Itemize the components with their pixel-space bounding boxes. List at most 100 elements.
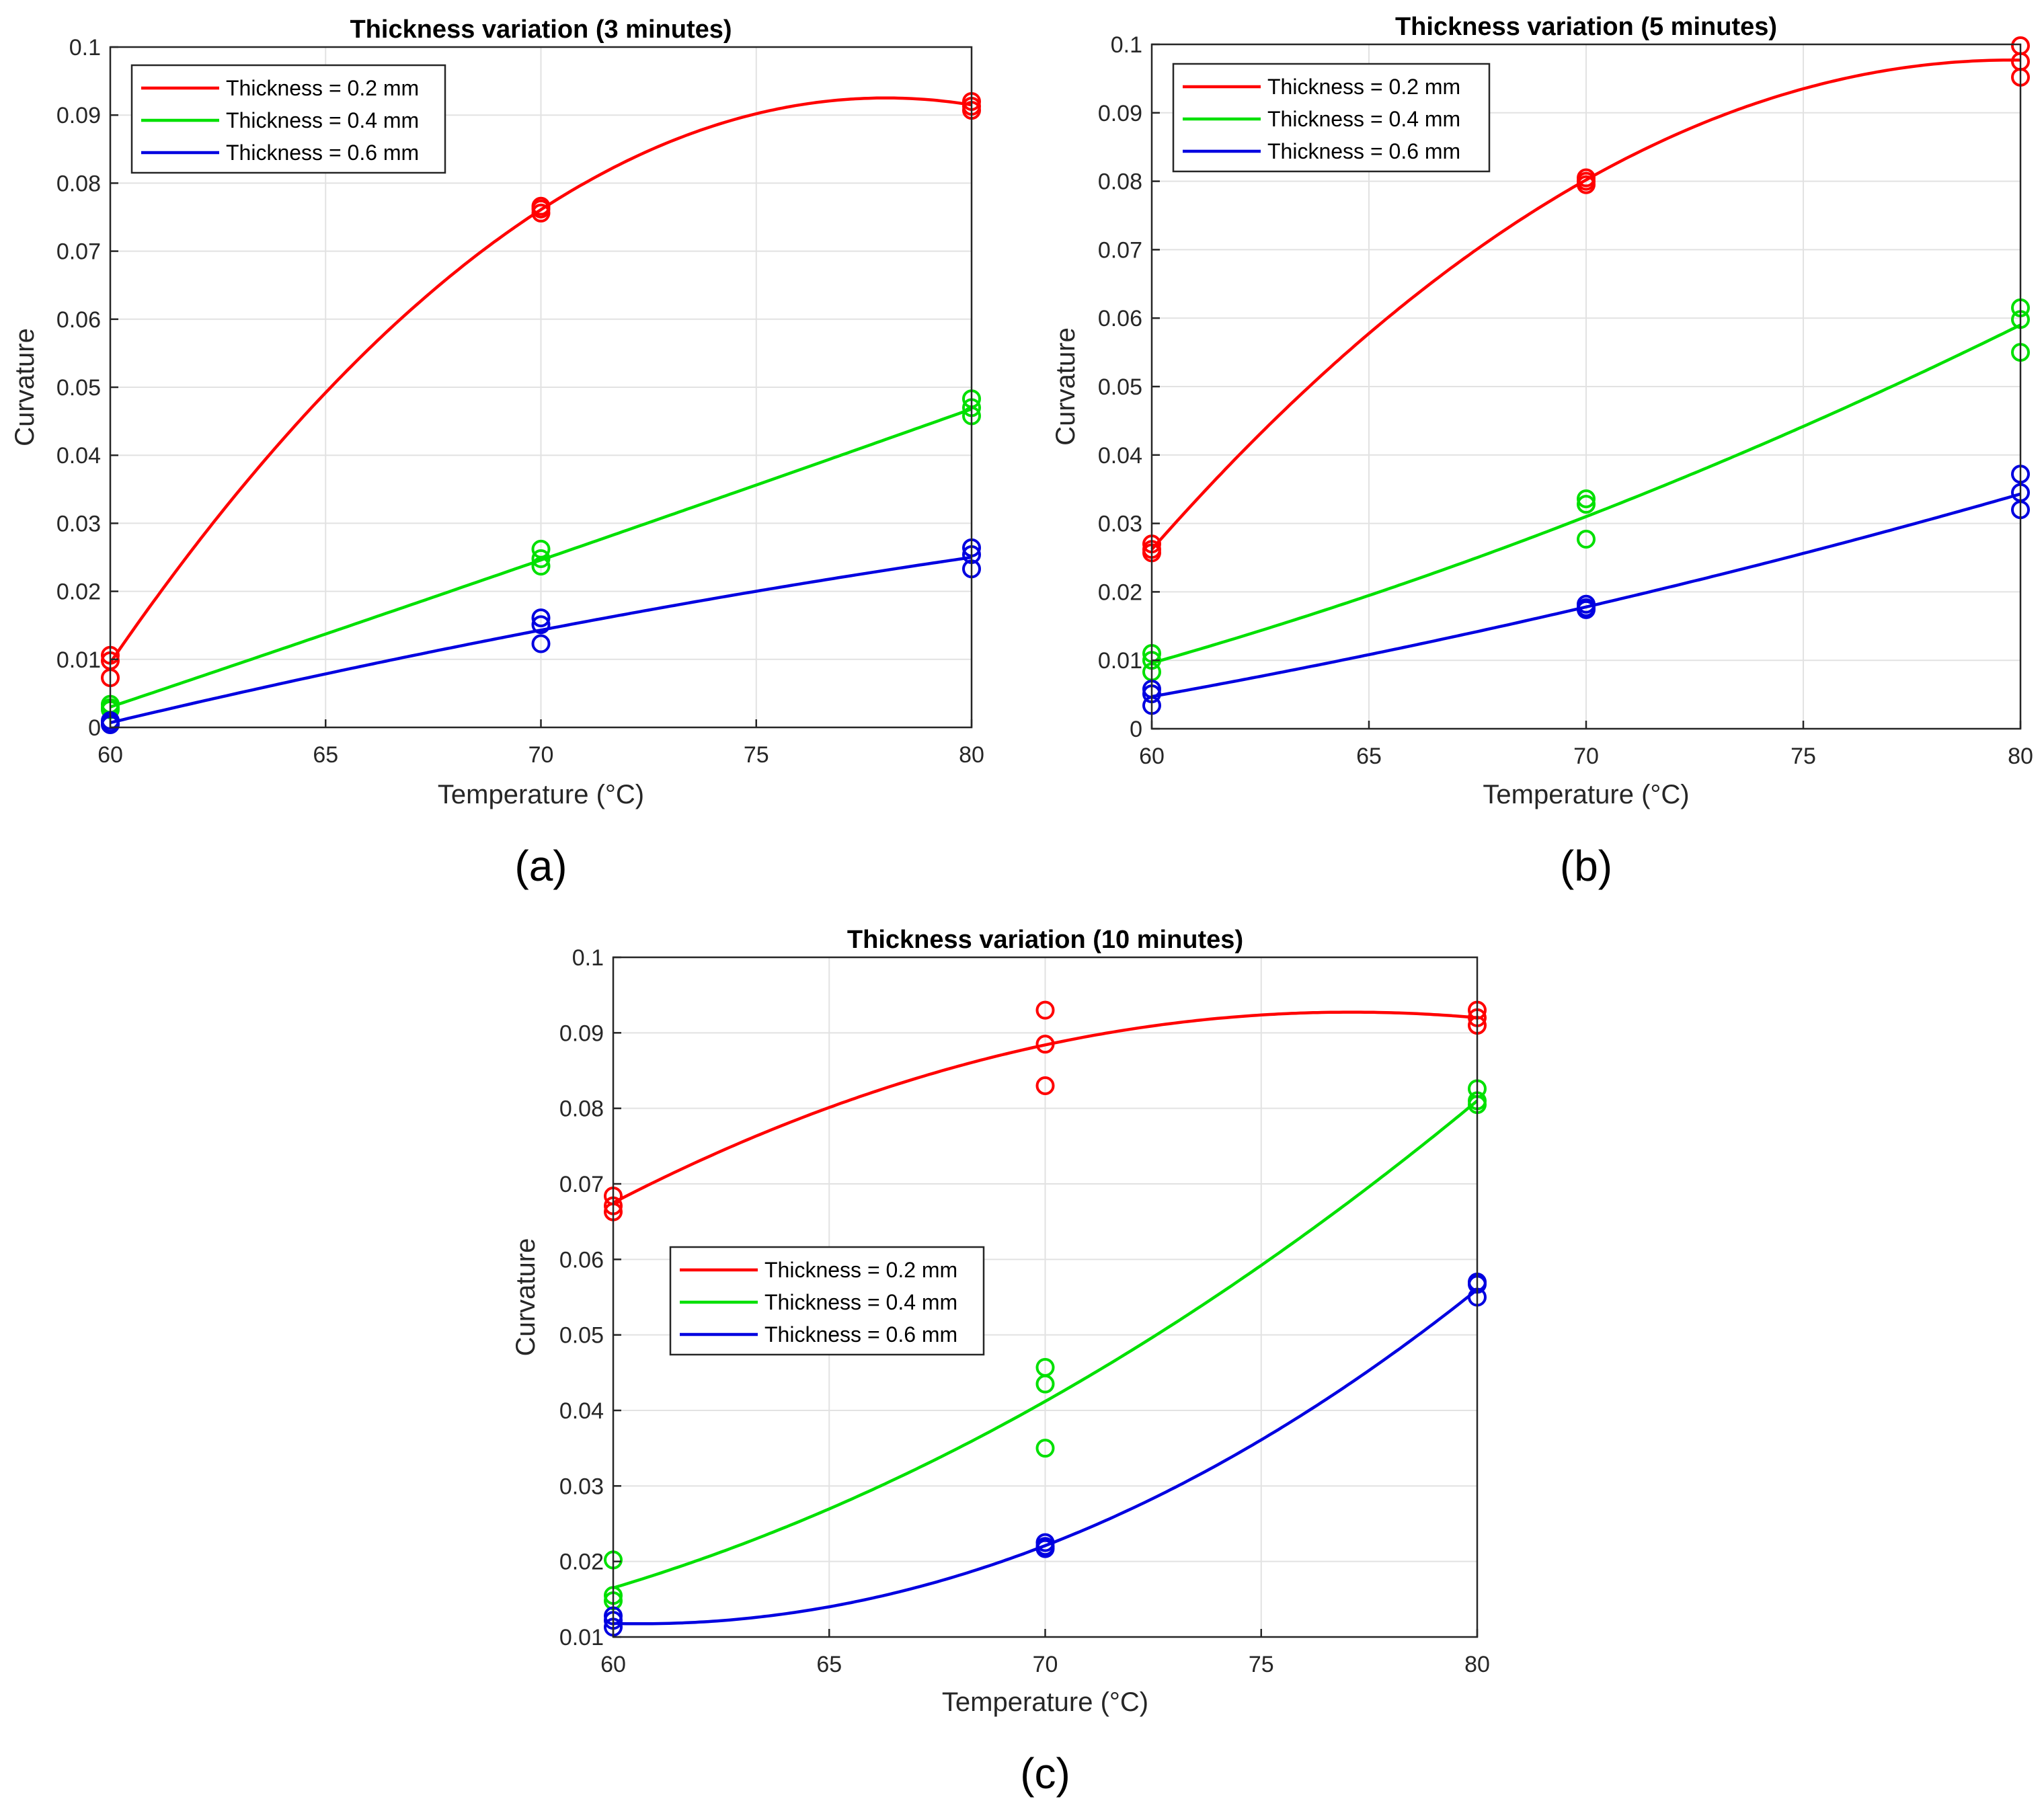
y-tick-label: 0.08 xyxy=(1098,169,1142,195)
data-point xyxy=(531,557,551,576)
y-axis-label: Curvature xyxy=(511,1238,541,1357)
y-tick-label: 0.01 xyxy=(559,1625,604,1650)
x-tick-label: 80 xyxy=(959,742,984,768)
data-point xyxy=(1035,1076,1055,1095)
y-tick-label: 0.06 xyxy=(56,307,101,333)
chart-1: 60 65 70 75 80 0 0.01 0.02 0.03 0.04 0.05 0.06 0.07 0… xyxy=(1051,13,2033,890)
legend-label: Thickness = 0.4 mm xyxy=(764,1290,957,1314)
x-tick-label: 65 xyxy=(313,742,338,768)
legend-label: Thickness = 0.6 mm xyxy=(226,141,419,165)
y-tick-label: 0.07 xyxy=(559,1172,604,1197)
panel-label: (c) xyxy=(1020,1749,1070,1798)
y-tick-label: 0.1 xyxy=(69,35,101,61)
data-point xyxy=(531,203,551,223)
y-tick-label: 0.03 xyxy=(1098,512,1142,537)
chart-title: Thickness variation (5 minutes) xyxy=(1395,13,1777,41)
fit-line-0 xyxy=(612,1010,1478,1205)
legend-label: Thickness = 0.6 mm xyxy=(1267,139,1460,163)
data-point xyxy=(1035,1439,1055,1458)
x-tick-label: 80 xyxy=(1464,1652,1490,1677)
y-tick-label: 0.06 xyxy=(559,1247,604,1273)
x-tick-label: 70 xyxy=(1033,1652,1058,1677)
data-point xyxy=(1577,175,1596,194)
fit-line-1 xyxy=(110,407,972,709)
fit-line-2 xyxy=(110,555,972,725)
x-tick-label: 65 xyxy=(816,1652,842,1677)
y-tick-label: 0 xyxy=(88,715,101,741)
x-tick-label: 75 xyxy=(1249,1652,1274,1677)
x-tick-label: 60 xyxy=(1139,744,1165,769)
y-tick-label: 0.05 xyxy=(56,375,101,401)
x-axis-label: Temperature (°C) xyxy=(942,1687,1148,1717)
y-tick-label: 0.1 xyxy=(572,945,604,971)
fit-line-0 xyxy=(1150,58,2020,551)
data-point xyxy=(1035,1539,1055,1558)
fit-line-0 xyxy=(109,96,972,664)
y-tick-label: 0.07 xyxy=(56,239,101,265)
y-tick-label: 0.01 xyxy=(1098,648,1142,674)
data-point xyxy=(531,615,551,635)
panel-label: (b) xyxy=(1560,842,1612,890)
data-point xyxy=(1577,600,1596,619)
legend: Thickness = 0.2 mm Thickness = 0.4 mm Thic… xyxy=(130,64,446,174)
chart-title: Thickness variation (10 minutes) xyxy=(847,926,1243,954)
y-tick-label: 0 xyxy=(1130,717,1142,742)
y-tick-label: 0.04 xyxy=(56,443,101,469)
data-point xyxy=(1577,530,1596,549)
data-point xyxy=(1035,1374,1055,1394)
y-tick-label: 0.03 xyxy=(559,1474,604,1499)
y-tick-label: 0.06 xyxy=(1098,306,1142,331)
chart-0: 60 65 70 75 80 0 0.01 0.02 0.03 0.04 0.05 0.06 0.07 0… xyxy=(10,15,984,890)
y-tick-label: 0.08 xyxy=(559,1096,604,1122)
chart-title: Thickness variation (3 minutes) xyxy=(350,15,732,44)
y-axis-label: Curvature xyxy=(10,328,40,446)
y-tick-label: 0.09 xyxy=(559,1021,604,1046)
x-tick-label: 75 xyxy=(744,742,769,768)
legend-label: Thickness = 0.4 mm xyxy=(226,108,419,132)
y-tick-label: 0.09 xyxy=(56,103,101,128)
x-axis-label: Temperature (°C) xyxy=(1483,780,1689,809)
x-tick-label: 70 xyxy=(528,742,554,768)
y-tick-label: 0.05 xyxy=(1098,374,1142,400)
fit-line-1 xyxy=(1151,323,2021,665)
x-tick-label: 70 xyxy=(1573,744,1599,769)
fit-line-1 xyxy=(613,1099,1479,1590)
x-tick-label: 60 xyxy=(97,742,123,768)
y-tick-label: 0.09 xyxy=(1098,101,1142,126)
x-tick-label: 75 xyxy=(1791,744,1816,769)
y-tick-label: 0.02 xyxy=(1098,579,1142,605)
data-point xyxy=(1035,1035,1055,1054)
legend-label: Thickness = 0.2 mm xyxy=(226,76,419,100)
panel-label: (a) xyxy=(514,842,567,890)
y-tick-label: 0.08 xyxy=(56,171,101,196)
data-point xyxy=(531,549,551,569)
data-point xyxy=(531,608,551,628)
legend-label: Thickness = 0.2 mm xyxy=(1267,75,1460,99)
legend-label: Thickness = 0.4 mm xyxy=(1267,107,1460,131)
legend: Thickness = 0.2 mm Thickness = 0.4 mm Thic… xyxy=(669,1246,985,1356)
fit-line-2 xyxy=(1151,492,2021,698)
fit-line-2 xyxy=(613,1288,1479,1626)
y-tick-label: 0.05 xyxy=(559,1323,604,1349)
y-tick-label: 0.07 xyxy=(1098,237,1142,263)
y-tick-label: 0.02 xyxy=(56,579,101,605)
data-point xyxy=(1577,495,1596,514)
y-tick-label: 0.04 xyxy=(1098,443,1142,469)
legend-label: Thickness = 0.6 mm xyxy=(764,1322,957,1347)
legend-label: Thickness = 0.2 mm xyxy=(764,1258,957,1282)
y-tick-label: 0.1 xyxy=(1111,32,1142,58)
data-point xyxy=(1035,1000,1055,1020)
y-axis-label: Curvature xyxy=(1051,327,1080,446)
y-tick-label: 0.02 xyxy=(559,1550,604,1575)
data-point xyxy=(531,634,551,653)
legend: Thickness = 0.2 mm Thickness = 0.4 mm Thic… xyxy=(1172,63,1491,173)
y-tick-label: 0.04 xyxy=(559,1398,604,1424)
y-tick-label: 0.03 xyxy=(56,511,101,536)
x-tick-label: 60 xyxy=(600,1652,626,1677)
chart-2: 60 65 70 75 80 0.01 0.02 0.03 0.04 0.05 0.06 0.07 0.… xyxy=(511,926,1490,1798)
x-tick-label: 65 xyxy=(1356,744,1382,769)
x-axis-label: Temperature (°C) xyxy=(438,780,644,809)
y-tick-label: 0.01 xyxy=(56,647,101,673)
data-point xyxy=(1577,489,1596,508)
